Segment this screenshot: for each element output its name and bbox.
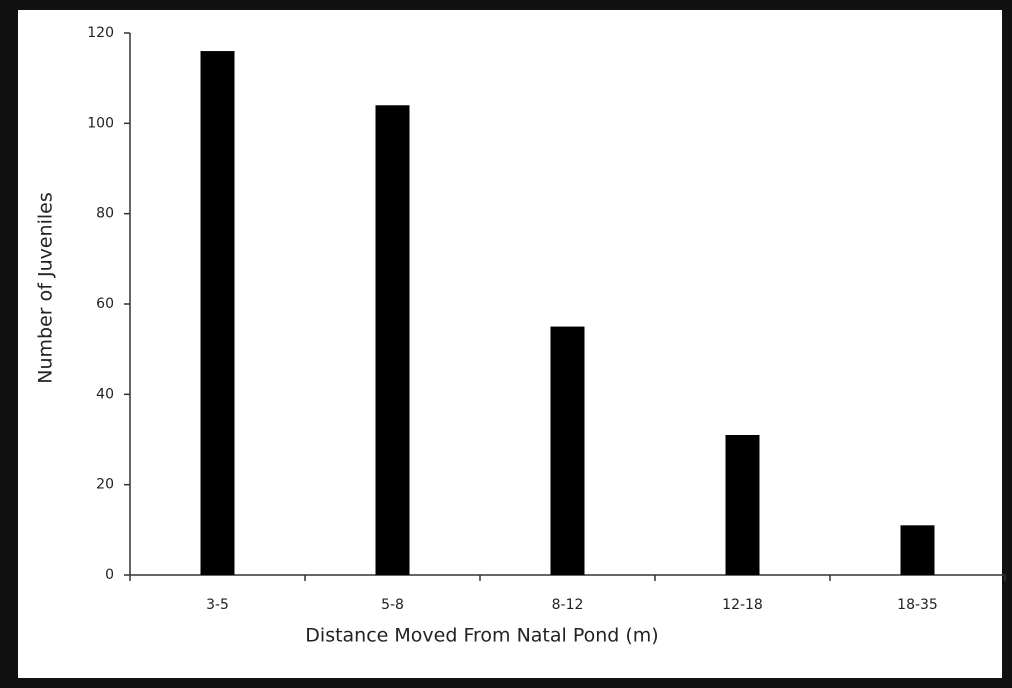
y-tick-label: 60: [96, 296, 114, 312]
x-tick-label: 3-5: [206, 597, 229, 613]
x-tick-label: 18-35: [897, 597, 938, 613]
y-tick-label: 0: [105, 567, 114, 583]
y-tick-label: 100: [87, 115, 114, 131]
bar: [200, 51, 235, 576]
x-axis-title: Distance Moved From Natal Pond (m): [305, 625, 658, 647]
y-tick-label: 20: [96, 477, 114, 493]
frame-edge: [10, 10, 18, 678]
bar: [375, 105, 410, 576]
y-axis-title: Number of Juveniles: [35, 192, 57, 383]
bar: [900, 525, 935, 575]
x-tick-label: 8-12: [552, 597, 584, 613]
x-tick-label: 12-18: [722, 597, 763, 613]
y-tick-label: 80: [96, 206, 114, 222]
bar: [725, 434, 760, 575]
bar: [550, 326, 585, 575]
x-tick-label: 5-8: [381, 597, 404, 613]
y-tick-label: 120: [87, 25, 114, 41]
y-tick-label: 40: [96, 386, 114, 402]
